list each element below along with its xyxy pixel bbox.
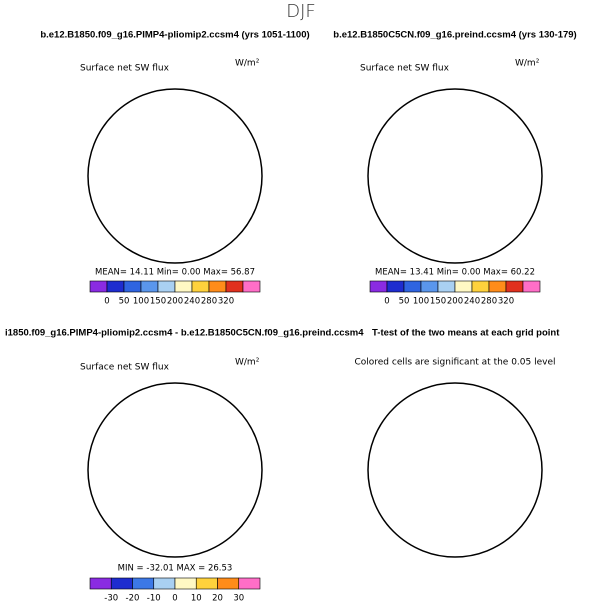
colorbar-label: 50 bbox=[399, 297, 410, 307]
colorbar-swatch bbox=[195, 577, 218, 590]
colorbar-label: 20 bbox=[212, 594, 223, 604]
colorbar-label: 320 bbox=[498, 297, 514, 307]
colorbar-label: -10 bbox=[147, 594, 161, 604]
colorbar-label: 100 bbox=[133, 297, 149, 307]
colorbar-swatch bbox=[437, 280, 456, 293]
colorbar-swatch bbox=[369, 280, 388, 293]
colorbar-label: 280 bbox=[201, 297, 217, 307]
map-panel bbox=[87, 382, 263, 558]
colorbar-label: 0 bbox=[384, 297, 389, 307]
colorbar-swatch bbox=[217, 577, 240, 590]
stats: MIN = -32.01 MAX = 26.53 bbox=[118, 564, 233, 574]
colorbar-swatch bbox=[191, 280, 210, 293]
subtitle: Surface net SW flux bbox=[80, 363, 170, 373]
colorbar-swatch bbox=[132, 577, 155, 590]
colorbar-swatch bbox=[471, 280, 490, 293]
colorbar-swatch bbox=[454, 280, 473, 293]
colorbar-swatch bbox=[238, 577, 261, 590]
colorbar-label: 200 bbox=[447, 297, 463, 307]
colorbar-label: 100 bbox=[413, 297, 429, 307]
subtitle: Colored cells are significant at the 0.0… bbox=[354, 358, 555, 368]
colorbar-swatch bbox=[403, 280, 422, 293]
colorbar-swatch bbox=[522, 280, 541, 293]
colorbar-label: 200 bbox=[167, 297, 183, 307]
colorbar-label: 150 bbox=[150, 297, 166, 307]
colorbar-swatch bbox=[488, 280, 507, 293]
colorbar-label: -20 bbox=[126, 594, 140, 604]
colorbar-label: 320 bbox=[218, 297, 234, 307]
colorbar-swatch bbox=[174, 577, 197, 590]
colorbar-swatch bbox=[140, 280, 159, 293]
map-panel bbox=[87, 88, 263, 264]
colorbar-swatch bbox=[174, 280, 193, 293]
colorbar-swatch bbox=[505, 280, 524, 293]
colorbar-swatch bbox=[106, 280, 125, 293]
units: W/m² bbox=[235, 59, 260, 69]
colorbar-swatch bbox=[89, 280, 108, 293]
colorbar-swatch bbox=[89, 577, 112, 590]
colorbar-label: 150 bbox=[430, 297, 446, 307]
colorbar-swatch bbox=[208, 280, 227, 293]
colorbar-swatch bbox=[386, 280, 405, 293]
colorbar-label: 50 bbox=[119, 297, 130, 307]
colorbar-label: 240 bbox=[464, 297, 480, 307]
stats: MEAN= 13.41 Min= 0.00 Max= 60.22 bbox=[375, 268, 535, 278]
colorbar-swatch bbox=[157, 280, 176, 293]
panel-title: T-test of the two means at each grid poi… bbox=[372, 328, 560, 339]
subtitle: Surface net SW flux bbox=[80, 64, 170, 74]
colorbar-swatch bbox=[123, 280, 142, 293]
figure-title: DJF bbox=[286, 1, 316, 22]
panel-title: b.e12.B1850.f09_g16.PIMP4-pliomip2.ccsm4… bbox=[40, 30, 309, 41]
colorbar-swatch bbox=[225, 280, 244, 293]
colorbar-swatch bbox=[242, 280, 261, 293]
colorbar-label: 280 bbox=[481, 297, 497, 307]
panel-title: b.e12.B1850C5CN.f09_g16.preind.ccsm4 (yr… bbox=[333, 30, 576, 41]
map-panel bbox=[367, 88, 543, 264]
colorbar-label: 30 bbox=[233, 594, 244, 604]
units: W/m² bbox=[515, 59, 540, 69]
colorbar-label: 240 bbox=[184, 297, 200, 307]
colorbar-label: 10 bbox=[191, 594, 202, 604]
panel-title: i1850.f09_g16.PIMP4-pliomip2.ccsm4 - b.e… bbox=[5, 328, 364, 339]
colorbar-swatch bbox=[110, 577, 133, 590]
colorbar-label: -30 bbox=[104, 594, 118, 604]
stats: MEAN= 14.11 Min= 0.00 Max= 56.87 bbox=[95, 268, 255, 278]
subtitle: Surface net SW flux bbox=[360, 64, 450, 74]
map-panel bbox=[367, 382, 543, 558]
colorbar-label: 0 bbox=[172, 594, 177, 604]
colorbar-swatch bbox=[420, 280, 439, 293]
colorbar-swatch bbox=[153, 577, 176, 590]
colorbar-label: 0 bbox=[104, 297, 109, 307]
units: W/m² bbox=[235, 358, 260, 368]
